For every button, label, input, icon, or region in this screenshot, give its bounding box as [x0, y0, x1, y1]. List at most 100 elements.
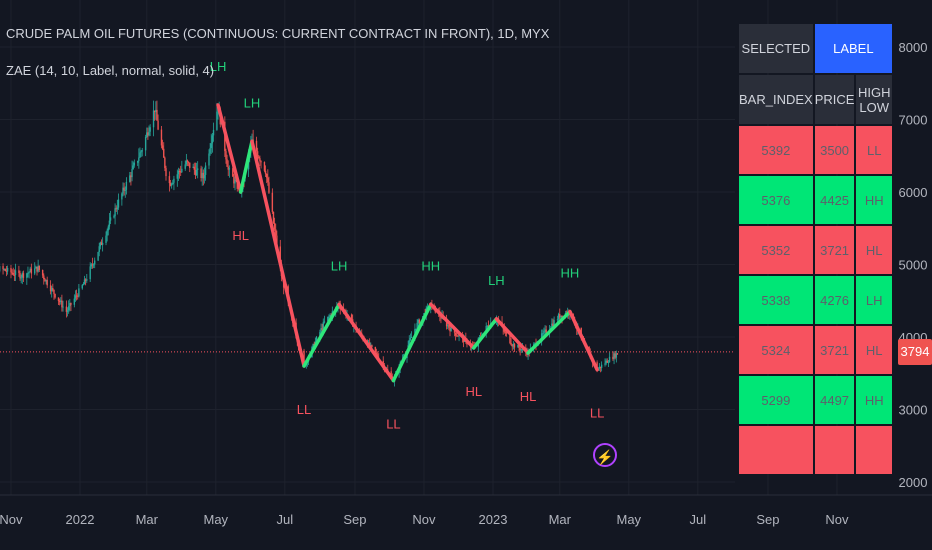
candle-body	[180, 171, 182, 173]
candle-body	[34, 268, 36, 274]
table-row: 5324 3721 HL	[739, 326, 892, 374]
candle-body	[615, 353, 618, 358]
candle-body	[486, 325, 489, 327]
candle-body	[260, 161, 262, 163]
time-tick-label: Nov	[412, 512, 436, 527]
candle-body	[141, 150, 143, 152]
candle-body	[447, 325, 449, 327]
zigzag-segment	[238, 139, 254, 194]
candle-body	[18, 270, 20, 273]
candle-body	[607, 362, 610, 364]
candle-body	[114, 208, 116, 217]
swing-label: LH	[210, 59, 227, 74]
candle-body	[21, 273, 23, 278]
candle-body	[184, 164, 186, 169]
candle-body	[606, 360, 608, 363]
cell-bar-index: 5352	[739, 226, 813, 274]
zigzag-segment	[216, 103, 243, 194]
time-axis[interactable]: Nov 2022 Mar May Jul Sep Nov 2023 Mar May Jul Sep No…	[0, 494, 932, 527]
candle-body	[172, 182, 174, 184]
candle-body	[263, 162, 266, 171]
candle-body	[90, 264, 93, 267]
candle-body	[122, 187, 124, 194]
candle-body	[545, 329, 547, 333]
candle-body	[5, 270, 8, 272]
cell-bar-index: 5392	[739, 126, 813, 174]
candle-body	[168, 176, 171, 184]
candle-body	[275, 229, 277, 236]
candle-body	[20, 277, 22, 279]
candle-body	[544, 329, 546, 331]
candle-body	[49, 285, 52, 292]
table-row: 5299 4497 HH	[739, 376, 892, 424]
cell-partial	[814, 426, 855, 474]
table-row-partial	[739, 426, 892, 474]
candle-body	[454, 332, 457, 336]
candle-body	[45, 279, 47, 282]
candle-body	[415, 328, 417, 330]
candle-body	[37, 265, 39, 272]
cell-partial	[856, 426, 892, 474]
candle-body	[319, 332, 321, 337]
candle-body	[614, 353, 616, 358]
candle-body	[115, 208, 117, 210]
table-row: 5352 3721 HL	[739, 226, 892, 274]
last-price-badge: 3794	[898, 338, 932, 365]
candle-body	[320, 328, 322, 333]
candle-body	[450, 327, 452, 332]
candle-body	[271, 192, 274, 212]
candle-body	[81, 285, 83, 289]
candle-body	[28, 272, 30, 274]
candle-body	[139, 152, 141, 158]
indicator-legend[interactable]: ZAE (14, 10, Label, normal, solid, 4)	[6, 63, 215, 78]
lightning-icon[interactable]: ⚡	[593, 443, 617, 467]
candle-body	[350, 314, 353, 320]
candle-body	[552, 323, 554, 326]
column-header-bar-index: BAR_INDEX	[739, 75, 813, 124]
time-tick-label: May	[203, 512, 228, 527]
symbol-title[interactable]: CRUDE PALM OIL FUTURES (CONTINUOUS: CURR…	[6, 26, 550, 41]
column-header-price: PRICE	[814, 75, 855, 124]
candle-body	[410, 336, 413, 338]
candle-body	[371, 345, 373, 348]
candle-body	[186, 160, 189, 162]
candle-body	[375, 352, 378, 355]
table-row: 5376 4425 HH	[739, 176, 892, 224]
candle-body	[456, 335, 458, 337]
candle-body	[165, 168, 167, 177]
cell-price: 3500	[814, 126, 855, 174]
candle-body	[598, 366, 601, 369]
candle-body	[92, 264, 95, 266]
candle-body	[613, 353, 615, 360]
candle-body	[113, 216, 115, 218]
candle-body	[256, 151, 259, 157]
candle-body	[133, 162, 136, 166]
candle-body	[177, 170, 180, 175]
candle-body	[417, 319, 420, 323]
candle-body	[160, 129, 163, 146]
time-tick-label: Sep	[756, 512, 779, 527]
candle-body	[185, 160, 188, 165]
time-tick-label: Nov	[0, 512, 23, 527]
candle-body	[22, 273, 25, 278]
candle-body	[265, 173, 268, 178]
candle-body	[36, 266, 38, 272]
zigzag-segment	[302, 302, 341, 368]
price-tick-label: 2000	[899, 475, 928, 490]
candle-body	[144, 136, 147, 151]
candle-body	[543, 330, 545, 334]
candle-body	[612, 356, 614, 360]
chart-grid	[0, 0, 838, 495]
candle-body	[192, 166, 194, 168]
candle-body	[62, 306, 64, 308]
candle-body	[204, 165, 207, 175]
candle-body	[216, 111, 218, 130]
candlestick-series	[0, 100, 619, 387]
mode-label-header: LABEL	[814, 24, 892, 73]
candle-body	[173, 178, 175, 183]
candle-body	[129, 175, 131, 182]
candle-body	[148, 131, 150, 136]
candle-body	[3, 269, 5, 271]
